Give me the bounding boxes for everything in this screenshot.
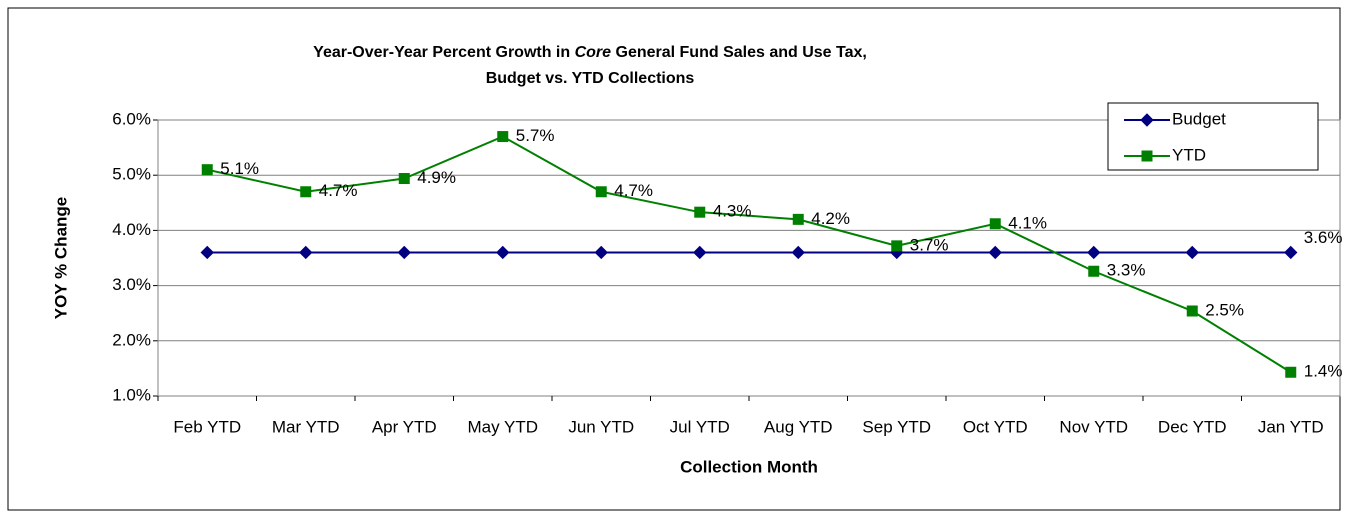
x-tick-label: Sep YTD: [862, 417, 931, 436]
data-label: 2.5%: [1205, 300, 1244, 319]
data-label: 3.6%: [1304, 228, 1343, 247]
data-label: 4.3%: [713, 202, 752, 221]
data-label: 4.7%: [319, 181, 358, 200]
x-tick-label: Apr YTD: [372, 417, 437, 436]
x-tick-label: Jul YTD: [670, 417, 730, 436]
x-axis-label: Collection Month: [680, 457, 818, 476]
x-tick-label: Aug YTD: [764, 417, 833, 436]
legend-label: Budget: [1172, 109, 1226, 128]
y-tick-label: 5.0%: [112, 165, 151, 184]
chart-title: Budget vs. YTD Collections: [486, 70, 695, 87]
data-label: 3.7%: [910, 235, 949, 254]
legend-label: YTD: [1172, 145, 1206, 164]
marker: [1087, 245, 1101, 260]
marker: [1141, 150, 1153, 162]
y-tick-label: 4.0%: [112, 220, 151, 239]
y-tick-label: 2.0%: [112, 330, 151, 349]
chart-border: [7, 7, 1341, 511]
marker: [791, 245, 805, 260]
x-tick-label: Dec YTD: [1158, 417, 1227, 436]
x-tick-label: Jun YTD: [568, 417, 634, 436]
marker: [891, 240, 903, 252]
title-part: Core: [575, 44, 612, 61]
x-tick-label: Oct YTD: [963, 417, 1028, 436]
marker: [200, 245, 214, 260]
marker: [397, 245, 411, 260]
x-tick-label: Mar YTD: [272, 417, 340, 436]
marker: [299, 245, 313, 260]
series-line: [207, 135, 1292, 374]
marker: [496, 245, 510, 260]
y-tick-label: 1.0%: [112, 385, 151, 404]
marker: [1186, 305, 1198, 317]
title-part: General Fund Sales and Use Tax,: [611, 44, 867, 61]
marker: [694, 206, 706, 218]
y-tick-label: 3.0%: [112, 275, 151, 294]
y-tick-label: 6.0%: [112, 109, 151, 128]
x-tick-label: Nov YTD: [1059, 417, 1128, 436]
marker: [398, 173, 410, 185]
y-axis-label: YOY % Change: [51, 197, 70, 320]
marker: [792, 213, 804, 225]
x-tick-label: May YTD: [467, 417, 538, 436]
x-tick-label: Feb YTD: [173, 417, 241, 436]
marker: [1285, 366, 1297, 378]
data-label: 4.2%: [811, 209, 850, 228]
marker: [693, 245, 707, 260]
data-label: 4.1%: [1008, 213, 1047, 232]
data-label: 5.1%: [220, 159, 259, 178]
marker: [201, 164, 213, 176]
marker: [988, 245, 1002, 260]
data-label: 4.7%: [614, 181, 653, 200]
data-label: 3.3%: [1107, 261, 1146, 280]
marker: [497, 131, 509, 143]
x-tick-label: Jan YTD: [1258, 417, 1324, 436]
data-label: 5.7%: [516, 126, 555, 145]
marker: [989, 218, 1001, 230]
marker: [1185, 245, 1199, 260]
marker: [1284, 245, 1298, 260]
marker: [594, 245, 608, 260]
marker: [1088, 265, 1100, 277]
data-label: 4.9%: [417, 168, 456, 187]
marker: [1140, 113, 1154, 127]
marker: [595, 186, 607, 198]
marker: [300, 186, 312, 198]
title-part: Year-Over-Year Percent Growth in: [313, 44, 574, 61]
data-label: 1.4%: [1304, 362, 1343, 381]
chart-title: Year-Over-Year Percent Growth in Core Ge…: [313, 44, 867, 61]
title-part: Budget vs. YTD Collections: [486, 70, 695, 87]
